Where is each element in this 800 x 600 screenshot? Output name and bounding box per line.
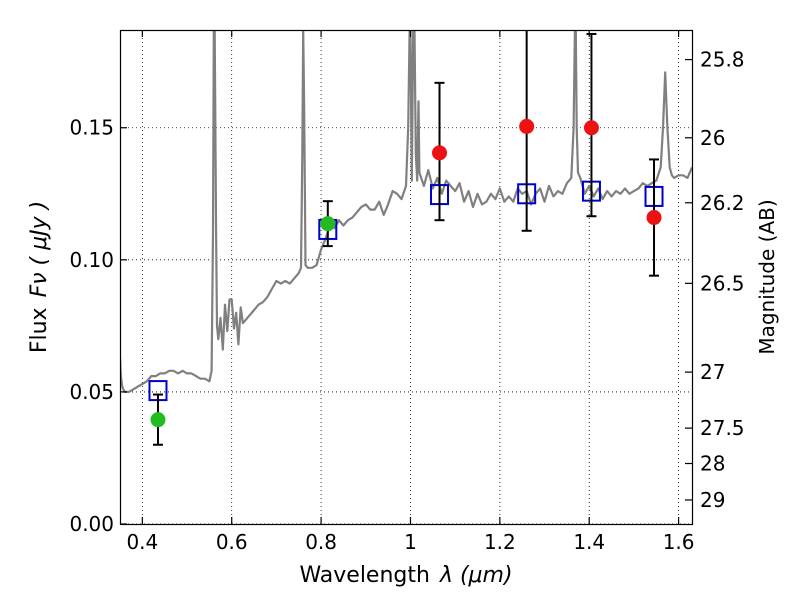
observed-point — [432, 145, 448, 161]
right-axis-label: Magnitude (AB) — [755, 199, 779, 354]
observed-point — [519, 118, 535, 134]
right-tick-label: 26.5 — [700, 271, 745, 295]
observed-point — [646, 210, 662, 226]
plot-area — [120, 30, 692, 446]
x-tick-label: 1.6 — [663, 530, 695, 554]
observed-point — [583, 120, 599, 136]
right-tick-label: 29 — [700, 488, 725, 512]
x-tick-label: 0.8 — [305, 530, 337, 554]
plot-clipped-group — [120, 30, 692, 393]
observed-point — [320, 216, 336, 232]
x-tick-label: 1.4 — [573, 530, 605, 554]
y-tick-label: 0.00 — [69, 512, 114, 536]
right-tick-label: 26.2 — [700, 191, 745, 215]
y-axis-label: FluxFν ( μJy ) — [27, 201, 52, 353]
right-tick-label: 27 — [700, 360, 725, 384]
x-tick-label: 0.6 — [216, 530, 248, 554]
y-tick-label: 0.15 — [69, 116, 114, 140]
y-tick-label: 0.05 — [69, 380, 114, 404]
right-tick-label: 26 — [700, 126, 725, 150]
x-tick-label: 0.4 — [126, 530, 158, 554]
x-tick-label: 1 — [404, 530, 417, 554]
y-tick-label: 0.10 — [69, 248, 114, 272]
axis-ticks: 0.4 0.6 0.8 1 1.2 1.4 1.6 0.00 0.05 0.10 0.15 25.8 2… — [69, 30, 745, 554]
observed-point — [150, 412, 166, 428]
axes-frame — [119, 29, 694, 526]
x-axis-label: Wavelength λ (μm) — [299, 563, 512, 588]
right-tick-label: 25.8 — [700, 48, 745, 72]
x-tick-label: 1.2 — [484, 530, 516, 554]
right-tick-label: 28 — [700, 452, 725, 476]
right-tick-label: 27.5 — [700, 416, 745, 440]
spectrum-line — [120, 30, 692, 393]
